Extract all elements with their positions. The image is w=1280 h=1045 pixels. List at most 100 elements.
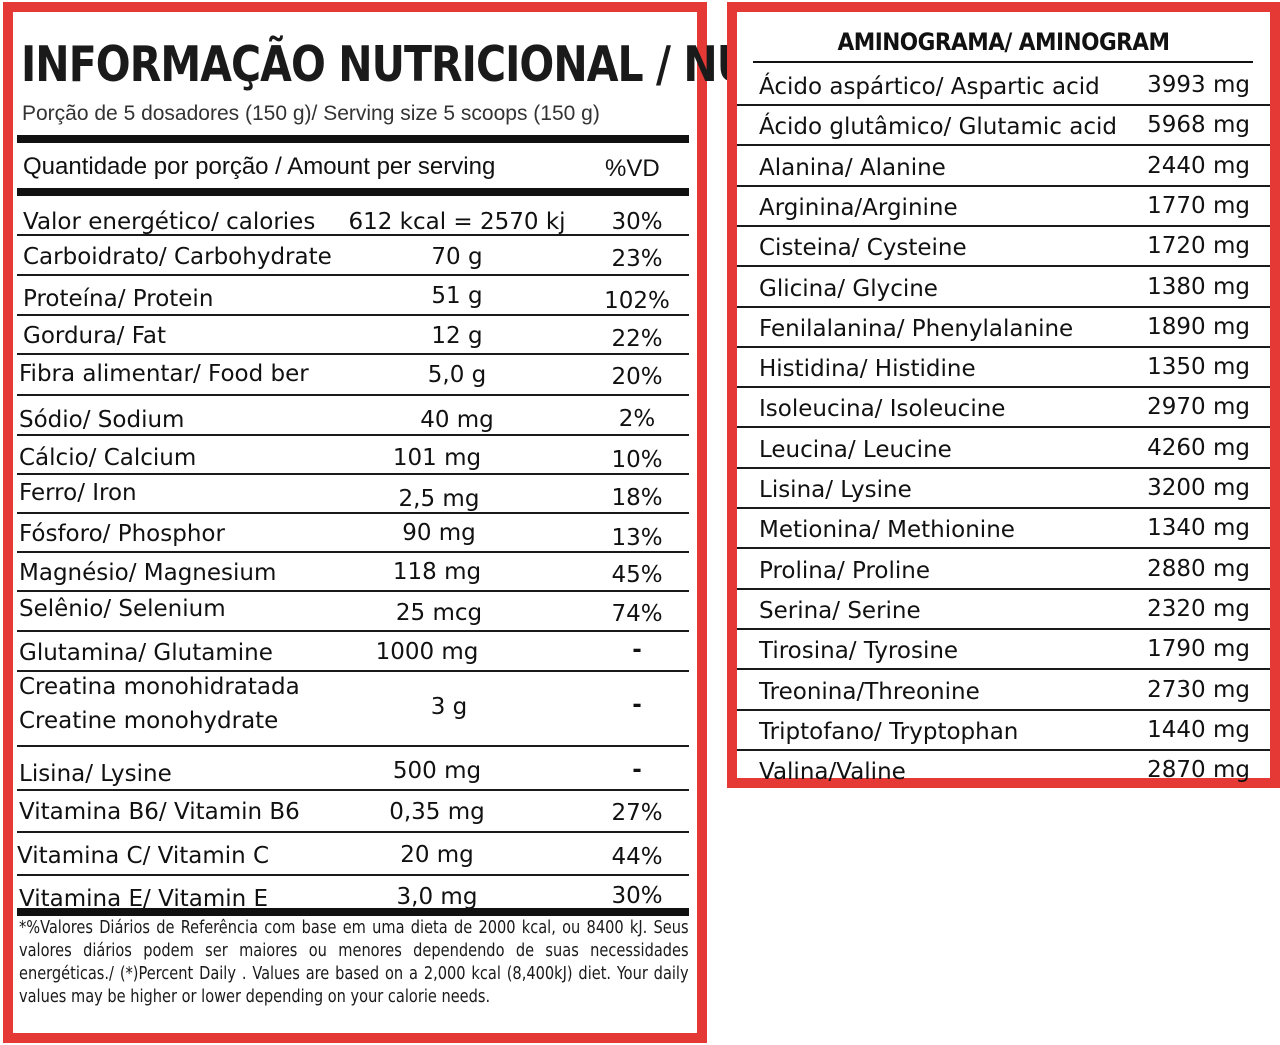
nutrient-name: Lisina/ Lysine [19, 761, 172, 787]
thick-divider [17, 908, 689, 916]
aminoacid-name: Arginina/Arginine [759, 195, 958, 221]
nutrient-name: Carboidrato/ Carbohydrate [23, 244, 332, 270]
nutrient-amount: 118 mg [392, 559, 482, 585]
nutrient-name: Vitamina C/ Vitamin C [17, 843, 270, 869]
nutrition-facts-title: INFORMAÇÃO NUTRICIONAL / NUTRITION FACTS [21, 36, 1082, 93]
aminoacid-name: Cisteina/ Cysteine [759, 235, 967, 261]
nutrient-dv: 30% [611, 883, 663, 909]
aminoacid-row: Prolina/ Proline 2880 mg [737, 550, 1270, 590]
nutrient-dv: 13% [611, 525, 663, 551]
nutrient-amount: 12 g [431, 323, 483, 349]
nutrient-name: Vitamina B6/ Vitamin B6 [19, 799, 300, 825]
nutrient-dv: 27% [611, 800, 663, 826]
aminoacid-name: Serina/ Serine [759, 598, 921, 624]
nutrient-name: Cálcio/ Calcium [19, 445, 197, 471]
nutrient-name: Selênio/ Selenium [19, 596, 226, 622]
nutrient-amount: 40 mg [420, 407, 494, 433]
nutrient-name: Proteína/ Protein [23, 286, 214, 312]
nutrient-row: Glutamina/ Glutamine 1000 mg - [17, 634, 689, 672]
aminoacid-row: Fenilalanina/ Phenylalanine 1890 mg [737, 308, 1270, 348]
aminoacid-name: Ácido aspártico/ Aspartic acid [759, 74, 1100, 100]
nutrient-name: Ferro/ Iron [19, 480, 137, 506]
aminoacid-value: 2730 mg [1147, 677, 1250, 703]
nutrient-name: Fibra alimentar/ Food ber [19, 361, 309, 387]
nutrient-row: Creatina monohidratada Creatine monohydr… [17, 674, 689, 747]
serving-size: Porção de 5 dosadores (150 g)/ Serving s… [22, 102, 600, 125]
nutrient-amount: 101 mg [392, 445, 482, 471]
nutrient-amount: 2,5 mg [398, 486, 480, 512]
nutrient-amount: 612 kcal = 2570 kj [348, 209, 566, 235]
nutrient-name-secondary: Creatine monohydrate [19, 708, 279, 734]
aminoacid-name: Prolina/ Proline [759, 558, 930, 584]
nutrient-row: Vitamina E/ Vitamin E 3,0 mg 30% [17, 878, 689, 916]
aminoacid-name: Fenilalanina/ Phenylalanine [759, 316, 1074, 342]
nutrient-name: Fósforo/ Phosphor [19, 521, 225, 547]
nutrient-amount: 3,0 mg [396, 884, 478, 910]
nutrient-name: Gordura/ Fat [23, 323, 166, 349]
aminoacid-name: Lisina/ Lysine [759, 477, 912, 503]
nutrient-row: Valor energético/ calories 612 kcal = 25… [17, 196, 689, 236]
nutrient-dv: 45% [611, 562, 663, 588]
nutrient-amount: 500 mg [392, 758, 482, 784]
nutrient-dv: - [632, 757, 642, 783]
nutrient-row: Sódio/ Sodium 40 mg 2% [17, 398, 689, 436]
aminoacid-name: Metionina/ Methionine [759, 517, 1015, 543]
aminoacid-row: Metionina/ Methionine 1340 mg [737, 509, 1270, 549]
nutrient-name: Sódio/ Sodium [19, 407, 185, 433]
aminoacid-row: Triptofano/ Tryptophan 1440 mg [737, 711, 1270, 751]
aminoacid-row: Ácido aspártico/ Aspartic acid 3993 mg [737, 66, 1270, 106]
aminoacid-name: Histidina/ Histidine [759, 356, 976, 382]
nutrient-amount: 1000 mg [375, 639, 479, 665]
nutrient-row: Magnésio/ Magnesium 118 mg 45% [17, 555, 689, 592]
aminoacid-name: Leucina/ Leucine [759, 437, 952, 463]
nutrient-row: Fibra alimentar/ Food ber 5,0 g 20% [17, 357, 689, 396]
aminoacid-row: Ácido glutâmico/ Glutamic acid 5968 mg [737, 106, 1270, 146]
aminoacid-value: 3993 mg [1147, 72, 1250, 98]
nutrient-dv: 102% [604, 288, 670, 314]
aminoacid-row: Histidina/ Histidine 1350 mg [737, 348, 1270, 388]
aminoacid-value: 2440 mg [1147, 153, 1250, 179]
daily-value-header: %VD [605, 155, 660, 182]
aminoacid-name: Valina/Valine [759, 759, 906, 785]
aminoacid-value: 3200 mg [1147, 475, 1250, 501]
nutrient-dv: - [632, 692, 642, 718]
nutrient-row: Carboidrato/ Carbohydrate 70 g 23% [17, 238, 689, 276]
aminoacid-row: Valina/Valine 2870 mg [737, 751, 1270, 791]
aminoacid-row: Cisteina/ Cysteine 1720 mg [737, 227, 1270, 267]
aminoacid-value: 5968 mg [1147, 112, 1250, 138]
nutrient-amount: 20 mg [400, 842, 474, 868]
aminoacid-row: Isoleucina/ Isoleucine 2970 mg [737, 388, 1270, 428]
nutrition-header-row: Quantidade por porção / Amount per servi… [17, 143, 689, 188]
aminoacid-row: Arginina/Arginine 1770 mg [737, 187, 1270, 227]
footnote: *%Valores Diários de Referência com base… [19, 917, 689, 1007]
thick-divider [17, 135, 689, 143]
aminoacid-value: 2880 mg [1147, 556, 1250, 582]
aminoacid-value: 1790 mg [1147, 636, 1250, 662]
thick-divider [17, 188, 689, 196]
nutrient-row: Cálcio/ Calcium 101 mg 10% [17, 438, 689, 475]
nutrient-name: Vitamina E/ Vitamin E [19, 886, 269, 912]
aminoacid-name: Ácido glutâmico/ Glutamic acid [759, 114, 1117, 140]
aminoacid-row: Leucina/ Leucine 4260 mg [737, 429, 1270, 469]
amount-per-serving-label: Quantidade por porção / Amount per servi… [23, 153, 496, 180]
nutrient-name: Magnésio/ Magnesium [19, 560, 277, 586]
aminoacid-value: 1440 mg [1147, 717, 1250, 743]
aminoacid-row: Tirosina/ Tyrosine 1790 mg [737, 630, 1270, 670]
nutrient-row: Vitamina C/ Vitamin C 20 mg 44% [17, 835, 689, 876]
nutrient-dv: - [632, 637, 642, 663]
nutrient-dv: 30% [611, 209, 663, 235]
nutrient-amount: 51 g [431, 283, 483, 309]
aminoacid-value: 1890 mg [1147, 314, 1250, 340]
aminoacid-name: Alanina/ Alanine [759, 155, 946, 181]
nutrient-dv: 22% [611, 326, 663, 352]
nutrient-dv: 2% [618, 406, 656, 432]
nutrient-name: Valor energético/ calories [23, 209, 316, 235]
aminoacid-value: 4260 mg [1147, 435, 1250, 461]
aminoacid-value: 2970 mg [1147, 394, 1250, 420]
nutrient-dv: 20% [611, 364, 663, 390]
aminoacid-name: Tirosina/ Tyrosine [759, 638, 959, 664]
nutrient-row: Ferro/ Iron 2,5 mg 18% [17, 477, 689, 514]
nutrient-row: Fósforo/ Phosphor 90 mg 13% [17, 516, 689, 553]
aminoacid-name: Glicina/ Glycine [759, 276, 938, 302]
aminoacid-value: 1340 mg [1147, 515, 1250, 541]
